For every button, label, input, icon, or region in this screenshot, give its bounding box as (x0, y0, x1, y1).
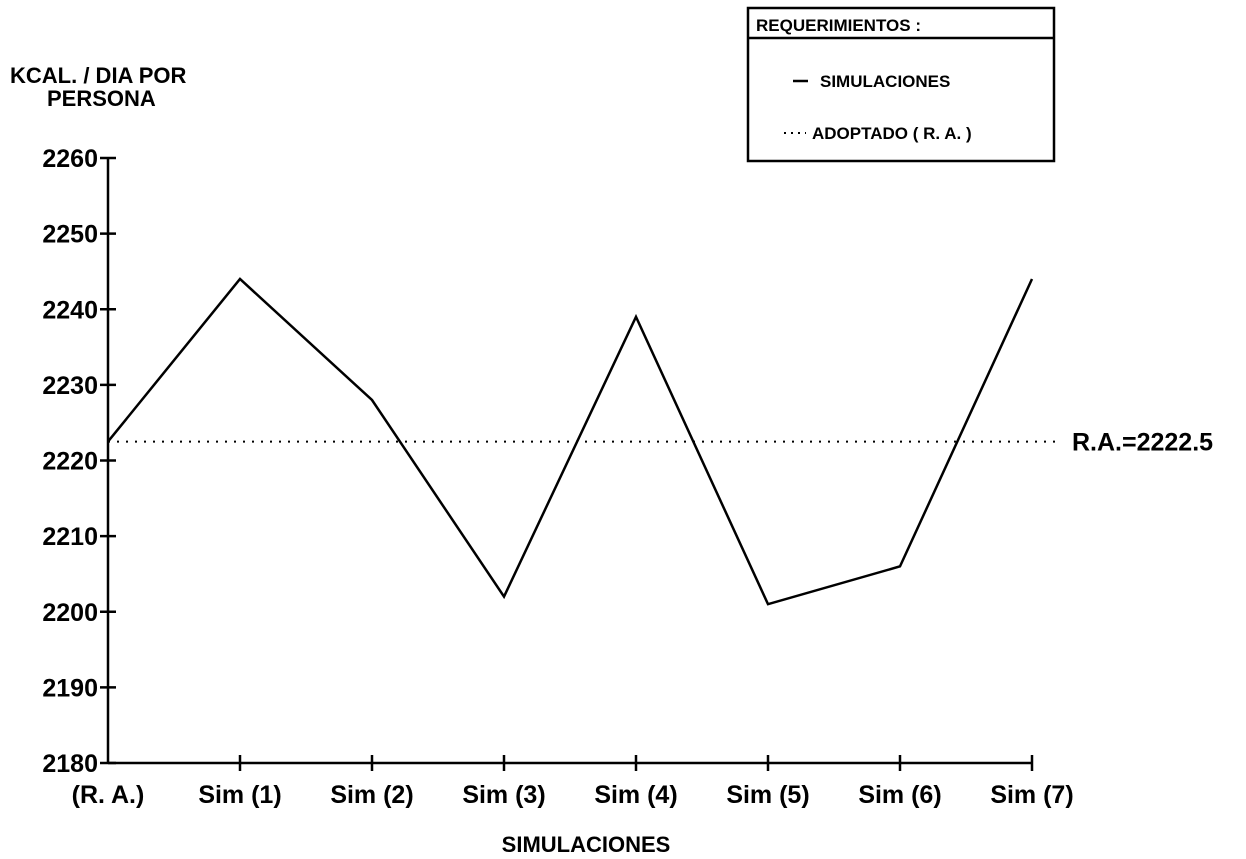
y-axis-title-line1: KCAL. / DIA POR (10, 63, 187, 88)
x-tick-label: Sim (1) (198, 781, 281, 809)
legend-box (746, 6, 1056, 163)
y-ticks: 2180 2190 2200 2210 2220 2230 2240 2250 2260 (42, 145, 116, 778)
x-tick-label: Sim (6) (858, 781, 941, 809)
x-tick-label: Sim (3) (462, 781, 545, 809)
legend-item-adoptado: ADOPTADO ( R. A. ) (812, 124, 972, 143)
y-axis-title-line2: PERSONA (47, 86, 156, 111)
y-tick-label: 2180 (42, 750, 98, 778)
series-line-simulaciones (107, 277, 1034, 606)
x-tick-label: Sim (2) (330, 781, 413, 809)
y-tick-label: 2260 (42, 145, 98, 173)
legend: REQUERIMIENTOS : SIMULACIONES ADOPTADO (… (746, 6, 1056, 163)
y-tick-label: 2250 (42, 221, 98, 249)
y-tick-label: 2210 (42, 523, 98, 551)
y-tick-label: 2230 (42, 372, 98, 400)
legend-title: REQUERIMIENTOS : (756, 16, 921, 35)
x-tick-label: Sim (5) (726, 781, 809, 809)
x-tick-label: Sim (4) (594, 781, 677, 809)
x-ticks: (R. A.) Sim (1) Sim (2) Sim (3) Sim (4) Sim (… (72, 755, 1074, 809)
x-axis-title: SIMULACIONES (502, 832, 671, 857)
x-tick-label: Sim (7) (990, 781, 1073, 809)
y-tick-label: 2200 (42, 599, 98, 627)
reference-line-label: R.A.=2222.5 (1072, 429, 1213, 457)
x-tick-label: (R. A.) (72, 781, 145, 809)
y-tick-label: 2240 (42, 296, 98, 324)
legend-item-simulaciones: SIMULACIONES (820, 72, 950, 91)
y-tick-label: 2220 (42, 448, 98, 476)
y-tick-label: 2190 (42, 674, 98, 702)
